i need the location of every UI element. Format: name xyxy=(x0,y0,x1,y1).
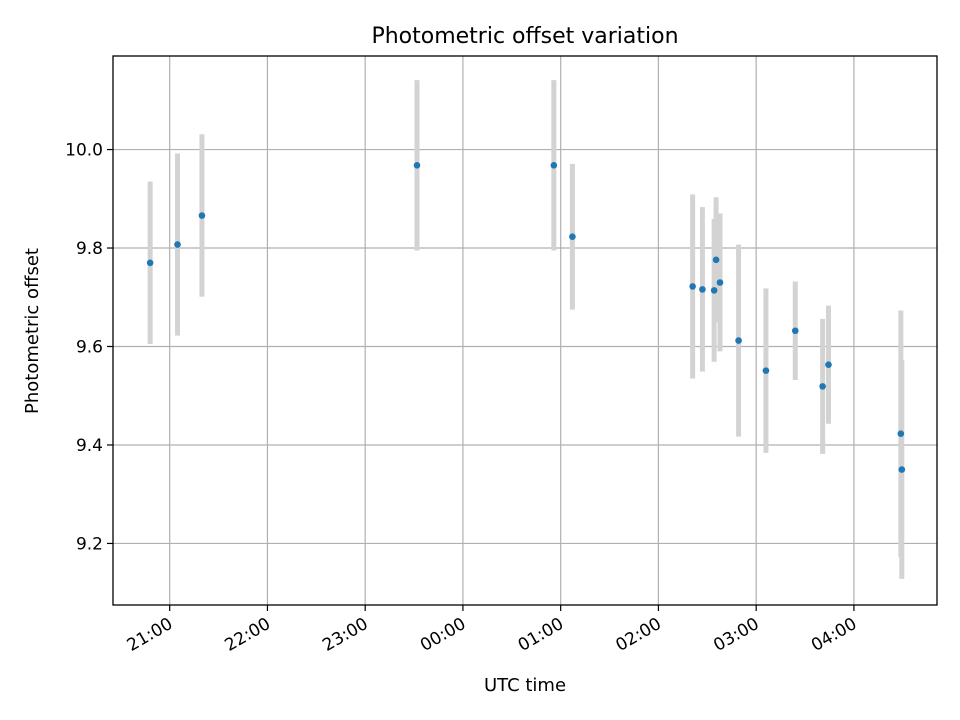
x-tick-label: 01:00 xyxy=(515,614,567,656)
data-point xyxy=(550,162,558,169)
grid-layer xyxy=(113,56,937,605)
plot-frame xyxy=(112,55,938,606)
x-tick-label: 00:00 xyxy=(417,614,469,656)
data-point xyxy=(825,361,832,369)
data-point xyxy=(569,233,576,241)
data-point xyxy=(699,286,706,293)
y-tick-label: 9.6 xyxy=(76,338,103,358)
data-point xyxy=(735,337,742,344)
data-point xyxy=(198,212,206,219)
data-point xyxy=(710,287,718,294)
data-point xyxy=(413,162,421,169)
data-point xyxy=(791,327,799,335)
x-tick-label: 23:00 xyxy=(319,614,371,656)
x-tick-label: 21:00 xyxy=(124,614,176,656)
y-tick-label: 9.2 xyxy=(76,534,103,554)
y-axis-label: Photometric offset xyxy=(22,248,43,414)
x-tick-label: 04:00 xyxy=(808,614,860,656)
y-tick-label: 9.4 xyxy=(76,436,103,456)
x-tick-label: 02:00 xyxy=(612,614,664,656)
data-point xyxy=(689,283,696,290)
y-tick-label: 9.8 xyxy=(76,239,103,259)
data-point xyxy=(819,383,826,390)
data-point xyxy=(897,430,905,437)
series-layer xyxy=(146,80,906,579)
data-point xyxy=(762,367,770,374)
data-point xyxy=(712,256,720,264)
y-tick-label: 10.0 xyxy=(65,141,103,161)
x-axis-label: UTC time xyxy=(484,675,566,696)
x-tick-label: 03:00 xyxy=(710,614,762,656)
data-point xyxy=(716,279,724,286)
chart-title: Photometric offset variation xyxy=(371,24,678,49)
x-tick-label: 22:00 xyxy=(222,614,274,656)
data-point xyxy=(174,241,181,248)
data-point xyxy=(146,259,154,267)
data-point xyxy=(898,466,906,473)
